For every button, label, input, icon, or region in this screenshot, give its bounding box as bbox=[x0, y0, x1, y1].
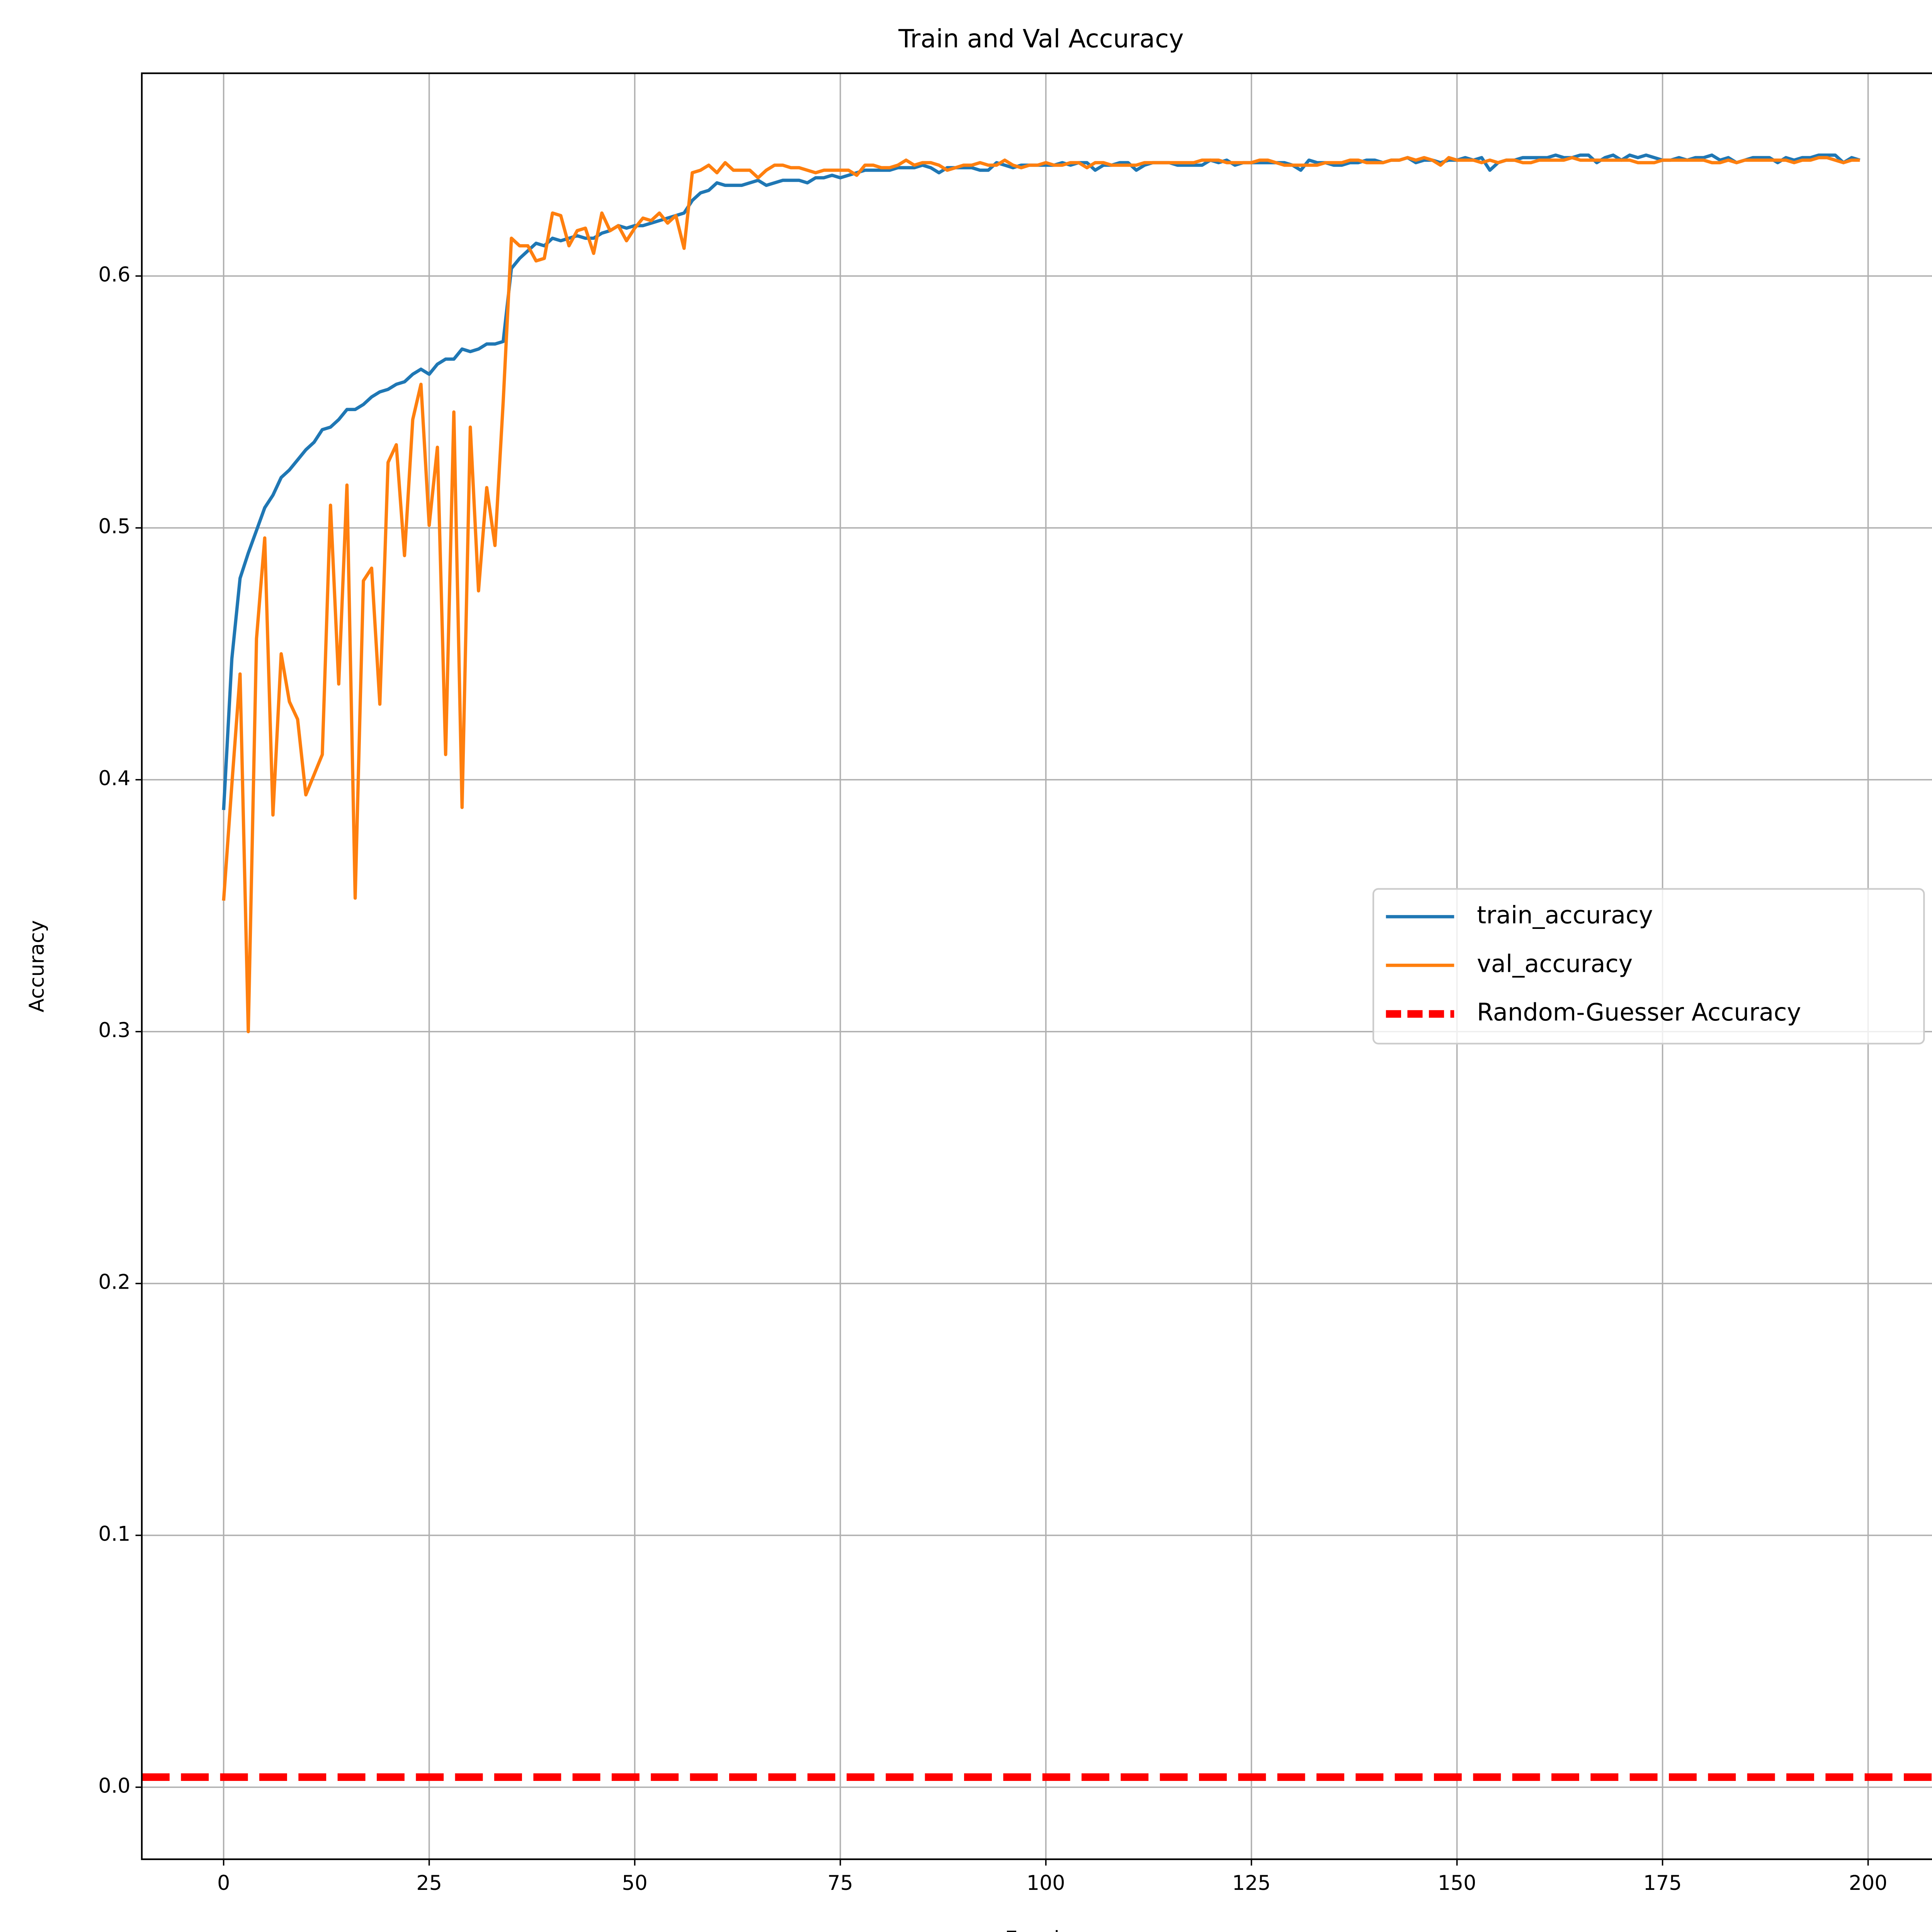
chart-title: Train and Val Accuracy bbox=[898, 24, 1184, 54]
x-tick-label: 200 bbox=[1849, 1871, 1888, 1895]
x-tick-label: 25 bbox=[416, 1871, 442, 1895]
line-series bbox=[222, 156, 1860, 1034]
x-tick-label: 75 bbox=[827, 1871, 853, 1895]
y-axis-label: Accuracy bbox=[25, 920, 49, 1012]
y-tick-label: 0.3 bbox=[98, 1019, 130, 1042]
y-tick-label: 0.0 bbox=[98, 1774, 130, 1798]
legend-label: train_accuracy bbox=[1477, 901, 1653, 929]
legend: train_accuracy val_accuracy Random-Guesser… bbox=[1372, 888, 1925, 1045]
y-tick-label: 0.6 bbox=[98, 263, 130, 286]
x-tick-label: 125 bbox=[1232, 1871, 1271, 1895]
legend-label: Random-Guesser Accuracy bbox=[1477, 998, 1801, 1026]
y-tick-label: 0.5 bbox=[98, 515, 130, 538]
y-tick-label: 0.2 bbox=[98, 1270, 130, 1294]
x-tick-label: 100 bbox=[1027, 1871, 1065, 1895]
y-tick-label: 0.4 bbox=[98, 767, 130, 790]
x-tick-label: 0 bbox=[217, 1871, 230, 1895]
plot-frame bbox=[141, 72, 1932, 1860]
x-tick-label: 50 bbox=[622, 1871, 648, 1895]
x-axis-label: Epochs bbox=[1005, 1927, 1077, 1932]
y-tick-label: 0.1 bbox=[98, 1522, 130, 1546]
x-tick-label: 150 bbox=[1438, 1871, 1476, 1895]
x-tick-label: 175 bbox=[1643, 1871, 1682, 1895]
legend-box bbox=[1372, 888, 1925, 1045]
legend-label: val_accuracy bbox=[1477, 949, 1633, 978]
